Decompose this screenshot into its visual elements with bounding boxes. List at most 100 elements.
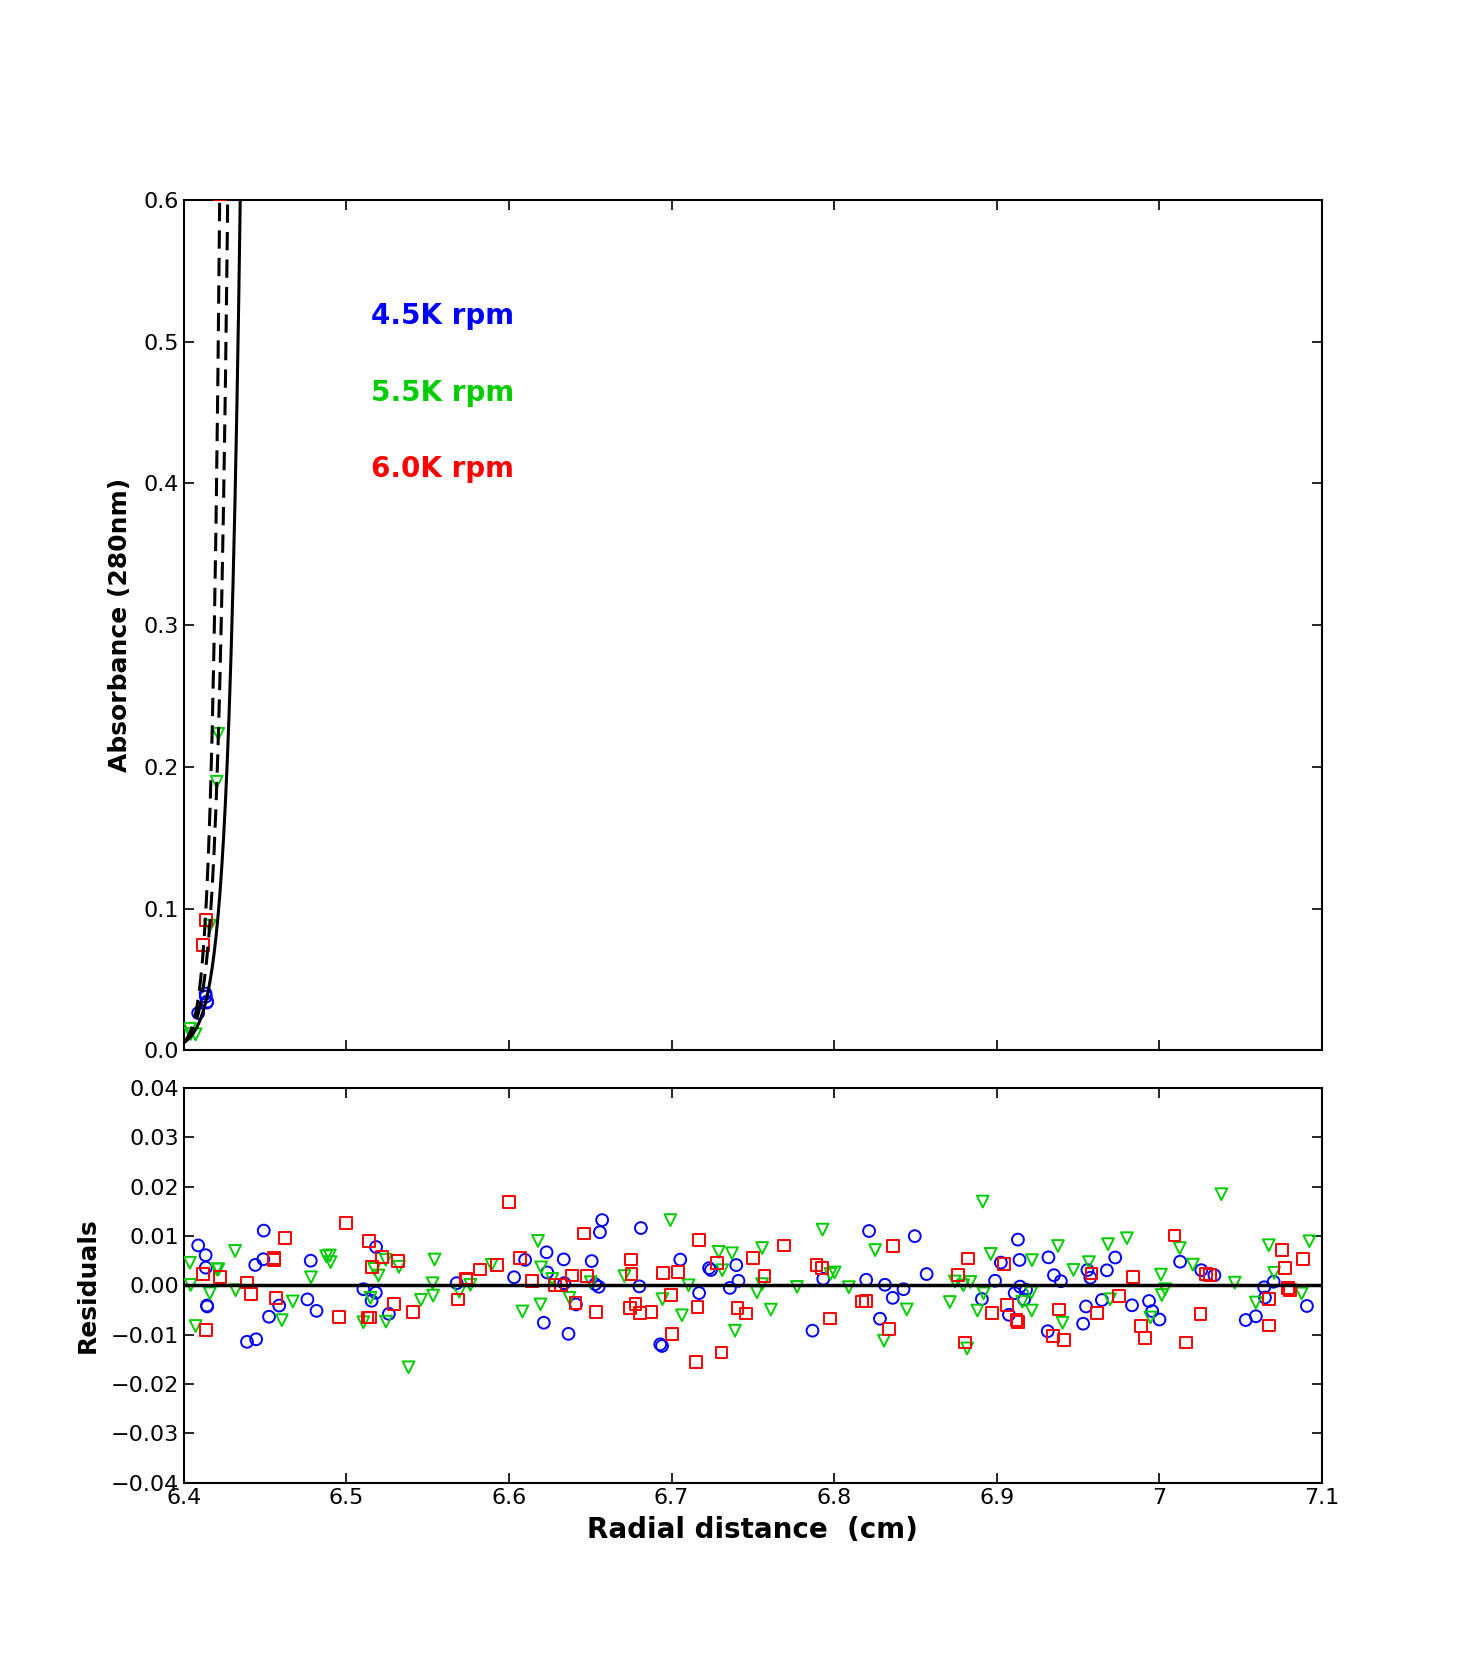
Point — [585, 1298, 608, 1324]
Point — [198, 1279, 222, 1306]
Point — [195, 1293, 219, 1319]
Point — [811, 1266, 834, 1293]
Point — [401, 1298, 425, 1324]
Point — [445, 1269, 469, 1296]
Point — [1277, 1274, 1300, 1301]
Point — [1244, 1303, 1268, 1329]
Point — [786, 1273, 809, 1299]
Point — [648, 1331, 671, 1358]
Point — [943, 1268, 967, 1294]
Point — [997, 1301, 1021, 1328]
Point — [422, 1269, 445, 1296]
Point — [668, 1246, 692, 1273]
Point — [993, 1251, 1017, 1278]
Point — [1262, 1259, 1285, 1286]
Point — [981, 1299, 1005, 1326]
Point — [194, 983, 217, 1010]
Point — [773, 1233, 796, 1259]
Text: 4.5K rpm: 4.5K rpm — [372, 302, 514, 330]
Point — [195, 988, 219, 1015]
Point — [955, 1334, 978, 1361]
Point — [837, 1274, 861, 1301]
Point — [198, 913, 222, 940]
Point — [1071, 1311, 1094, 1338]
Point — [629, 1299, 652, 1326]
Point — [855, 1266, 878, 1293]
Point — [178, 1250, 201, 1276]
Text: 6.0K rpm: 6.0K rpm — [372, 455, 514, 483]
Point — [300, 1248, 323, 1274]
Point — [1137, 1288, 1161, 1314]
Point — [903, 1223, 927, 1250]
Point — [1234, 1306, 1257, 1333]
Point — [858, 1218, 881, 1245]
Point — [588, 1220, 611, 1246]
Point — [1080, 1259, 1103, 1286]
Point — [1290, 1279, 1313, 1306]
Point — [571, 1220, 595, 1246]
Point — [811, 1254, 834, 1281]
Point — [1262, 1268, 1285, 1294]
Point — [187, 1000, 210, 1026]
Point — [686, 1294, 710, 1321]
Point — [360, 1288, 383, 1314]
Point — [1257, 1313, 1281, 1339]
Point — [1052, 1326, 1075, 1353]
Point — [734, 1299, 758, 1326]
Point — [191, 1261, 214, 1288]
Point — [685, 1349, 708, 1376]
Point — [1278, 1276, 1302, 1303]
Point — [710, 1339, 733, 1366]
Point — [851, 1288, 874, 1314]
Point — [295, 1286, 319, 1313]
Point — [469, 1256, 492, 1283]
Point — [818, 1304, 842, 1331]
Point — [1012, 1286, 1036, 1313]
Point — [1253, 1274, 1277, 1301]
Point — [557, 1321, 580, 1348]
Point — [651, 1333, 674, 1359]
Point — [423, 1246, 447, 1273]
Point — [698, 1254, 721, 1281]
Point — [351, 1276, 375, 1303]
Point — [304, 1298, 328, 1324]
Point — [235, 1328, 259, 1354]
Point — [447, 1286, 470, 1313]
Point — [207, 720, 231, 746]
Point — [370, 1245, 394, 1271]
Point — [480, 1251, 504, 1278]
Point — [583, 1271, 607, 1298]
Point — [1168, 1248, 1191, 1274]
Point — [1128, 1313, 1152, 1339]
Point — [613, 1263, 636, 1289]
Point — [355, 1304, 379, 1331]
Point — [1121, 1291, 1144, 1318]
Point — [314, 1243, 338, 1269]
Point — [244, 1326, 267, 1353]
Point — [529, 1254, 552, 1281]
Point — [1074, 1293, 1097, 1319]
Point — [270, 1306, 294, 1333]
Point — [1271, 1236, 1294, 1263]
Point — [382, 1291, 405, 1318]
Point — [317, 1243, 341, 1269]
Point — [207, 1256, 231, 1283]
Point — [877, 1316, 900, 1343]
Point — [1274, 1254, 1297, 1281]
Point — [1036, 1318, 1059, 1344]
Point — [1094, 1258, 1118, 1284]
Point — [333, 1210, 357, 1236]
Text: 5.5K rpm: 5.5K rpm — [372, 378, 514, 407]
Point — [364, 1235, 388, 1261]
Point — [251, 1246, 275, 1273]
Point — [223, 1238, 247, 1264]
Point — [206, 1256, 229, 1283]
Point — [1203, 1261, 1227, 1288]
Point — [560, 1263, 583, 1289]
Point — [564, 1289, 588, 1316]
Point — [1168, 1235, 1191, 1261]
Point — [1047, 1296, 1071, 1323]
Point — [805, 1251, 829, 1278]
Point — [191, 931, 214, 958]
Point — [1046, 1233, 1069, 1259]
